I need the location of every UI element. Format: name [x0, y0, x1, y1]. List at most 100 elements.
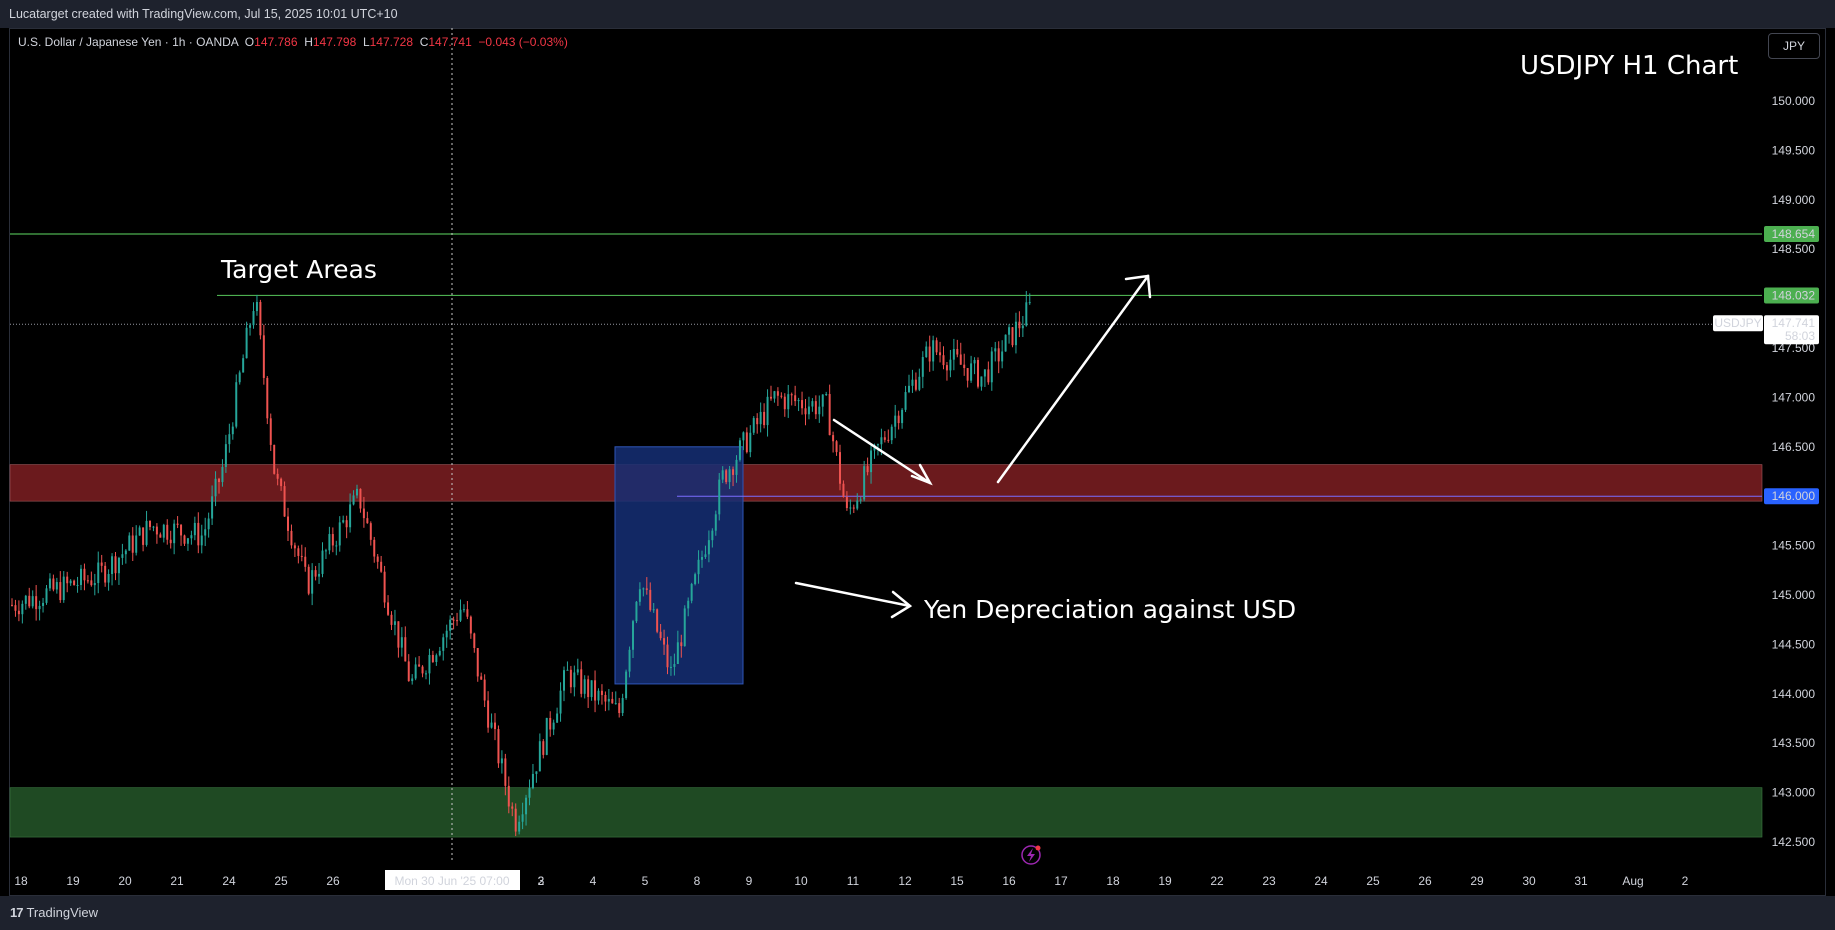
candle-body: [538, 741, 541, 772]
candle-body: [935, 340, 938, 353]
chart-frame[interactable]: [9, 28, 1826, 896]
y-tick-label: 143.000: [1772, 786, 1816, 800]
candle-body: [977, 360, 979, 387]
x-tick-label: 11: [847, 874, 860, 888]
candle-body: [780, 395, 783, 397]
y-tick-label: 148.500: [1772, 242, 1816, 256]
candle-body: [949, 359, 952, 371]
candle-body: [876, 444, 879, 446]
candle-body: [770, 396, 772, 399]
resistance-zone: [9, 464, 1763, 502]
candle-body: [925, 346, 928, 358]
attribution-text: Lucatarget created with TradingView.com,…: [9, 7, 398, 21]
price-label: 148.032: [1772, 288, 1816, 302]
candle-body: [52, 578, 55, 590]
candle-body: [956, 348, 959, 355]
candle-body: [783, 396, 786, 410]
x-tick-label: 19: [66, 874, 80, 888]
candle-body: [304, 556, 307, 567]
candle-body: [221, 466, 224, 483]
candle-body: [252, 311, 255, 326]
candle-body: [249, 325, 252, 328]
x-tick-label: 4: [590, 874, 597, 888]
candle-body: [173, 523, 176, 544]
candle-body: [176, 523, 179, 525]
candle-body: [266, 377, 269, 419]
candle-body: [756, 418, 759, 425]
candle-body: [1001, 351, 1004, 362]
candle-body: [200, 535, 203, 546]
tradingview-logo[interactable]: 17 TradingView: [10, 905, 98, 920]
x-tick-label: 10: [794, 874, 808, 888]
candle-body: [997, 348, 1000, 362]
candle-body: [35, 596, 38, 610]
candle-body: [573, 672, 576, 688]
candle-body: [1021, 325, 1024, 329]
x-tick-label: 18: [14, 874, 28, 888]
candle-body: [1018, 321, 1021, 329]
lightning-icon-dot: [1035, 845, 1041, 851]
candle-body: [1028, 302, 1031, 304]
candle-body: [407, 661, 410, 682]
candle-body: [28, 595, 31, 607]
lightning-icon[interactable]: [1021, 845, 1041, 865]
open-value: 147.786: [254, 35, 298, 49]
crosshair-date-bg: [385, 870, 520, 890]
candle-body: [845, 497, 848, 509]
candle-body: [107, 573, 110, 583]
candle-body: [911, 379, 914, 386]
candle-body: [328, 534, 331, 551]
candle-body: [97, 562, 100, 584]
candle-body: [825, 393, 828, 395]
x-tick-label: 23: [1262, 874, 1276, 888]
candle-body: [1014, 321, 1017, 346]
candle-body: [425, 673, 427, 675]
y-tick-label: 150.000: [1772, 94, 1816, 108]
candle-body: [690, 583, 693, 601]
x-tick-label: 19: [1158, 874, 1172, 888]
candle-body: [480, 676, 483, 680]
candle-body: [442, 637, 445, 651]
candle-body: [166, 524, 169, 540]
candle-body: [994, 348, 997, 352]
symbol-description: U.S. Dollar / Japanese Yen · 1h · OANDA: [18, 35, 239, 49]
low-value: 147.728: [369, 35, 414, 49]
candle-body: [17, 610, 20, 615]
candle-body: [287, 516, 289, 531]
x-tick-label: 25: [274, 874, 288, 888]
candle-body: [721, 470, 724, 480]
candle-body: [469, 616, 472, 634]
candle-body: [718, 479, 721, 515]
tradingview-logo-icon: 17: [10, 905, 24, 920]
currency-button[interactable]: JPY: [1768, 33, 1820, 59]
candle-body: [614, 703, 617, 705]
candle-body: [945, 365, 948, 371]
candle-body: [290, 530, 293, 546]
x-tick-label: Aug: [1622, 874, 1643, 888]
candle-body: [621, 698, 624, 714]
candle-body: [69, 580, 72, 584]
candle-body: [535, 771, 538, 774]
candle-body: [104, 565, 107, 583]
y-tick-label: 145.500: [1772, 539, 1816, 553]
candle-body: [928, 346, 931, 362]
candle-body: [594, 680, 597, 701]
candle-body: [435, 655, 438, 662]
price-label-bg: [1764, 488, 1819, 505]
candle-body: [318, 573, 321, 577]
candle-body: [518, 821, 521, 832]
candle-body: [545, 717, 548, 755]
candle-body: [300, 555, 303, 557]
candle-body: [801, 400, 804, 409]
candle-body: [701, 557, 703, 560]
candle-body: [466, 609, 469, 617]
candle-body: [835, 441, 838, 453]
candle-body: [83, 568, 86, 581]
candle-body: [880, 437, 883, 445]
candle-body: [645, 588, 648, 590]
x-tick-label: 20: [118, 874, 132, 888]
candle-body: [366, 518, 369, 524]
candle-body: [180, 524, 183, 536]
candle-body: [707, 540, 710, 555]
